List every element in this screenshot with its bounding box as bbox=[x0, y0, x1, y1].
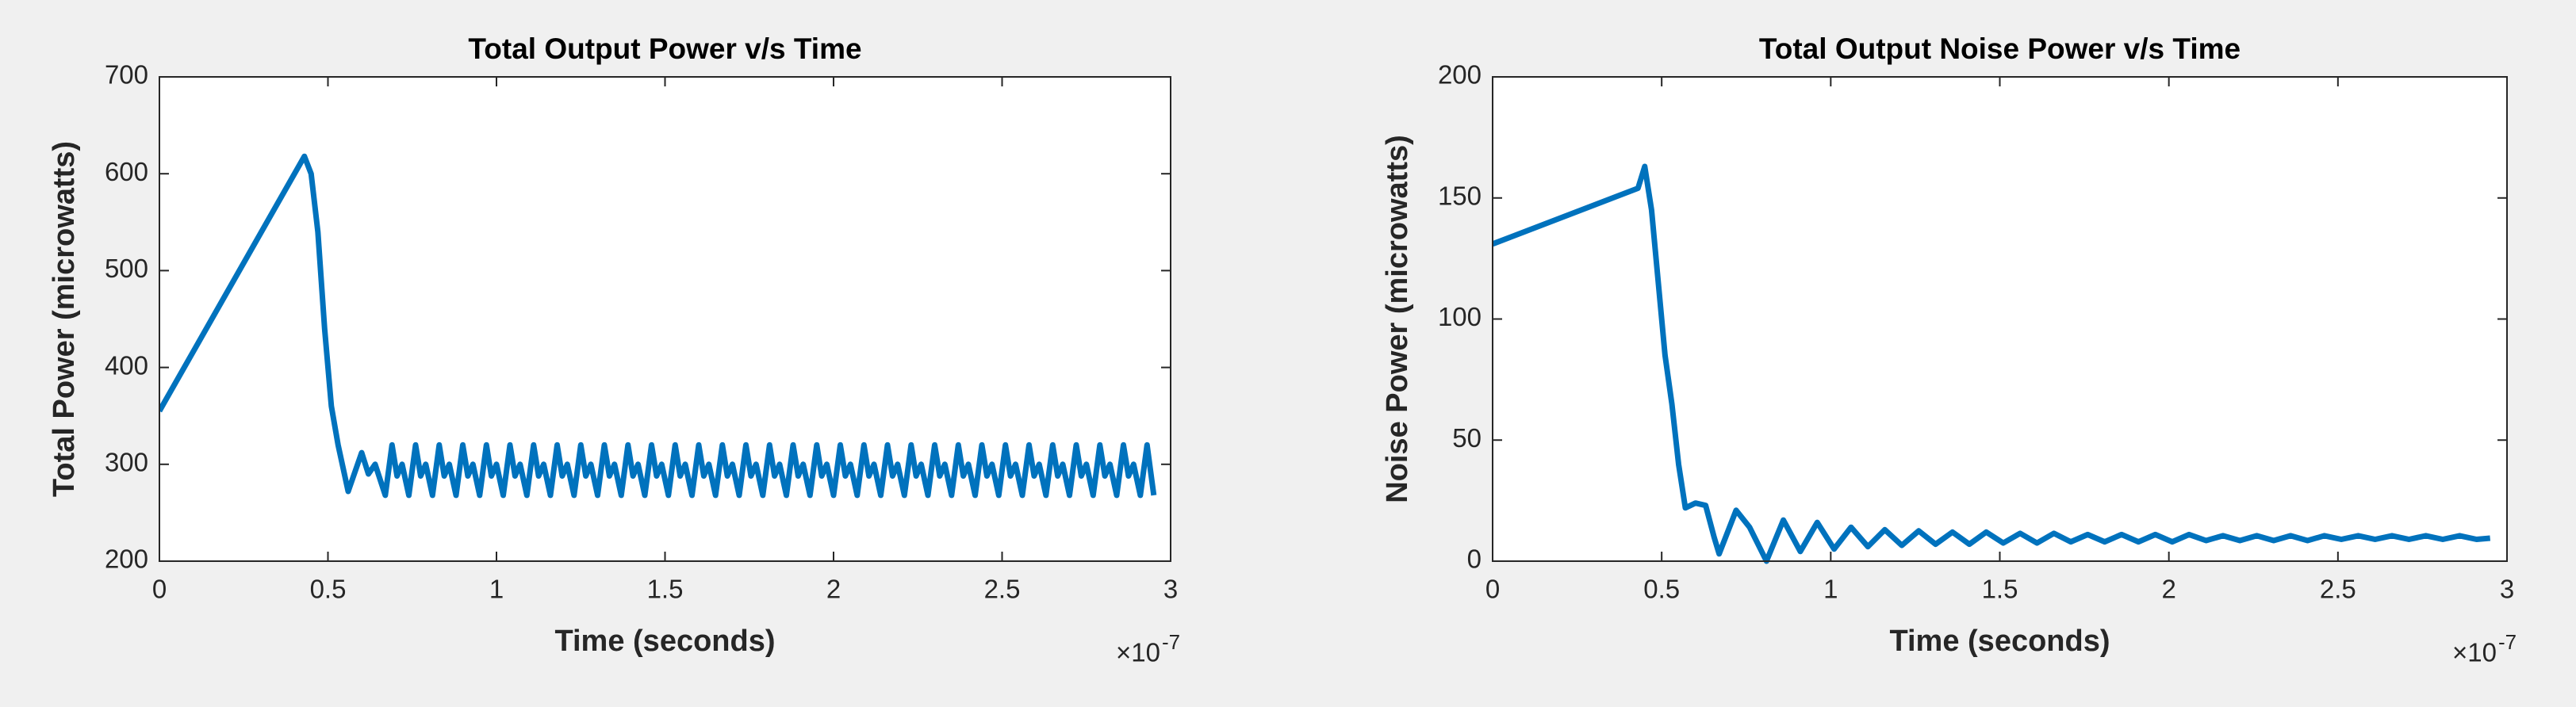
chart-title: Total Output Noise Power v/s Time bbox=[1759, 32, 2241, 65]
x-axis-label: Time (seconds) bbox=[1889, 625, 2110, 658]
y-tick-label: 0 bbox=[1467, 545, 1482, 574]
x-multiplier: ×10 bbox=[2452, 638, 2497, 667]
x-tick-label: 0.5 bbox=[310, 575, 347, 604]
y-tick-label: 700 bbox=[105, 60, 148, 90]
x-tick-label: 1 bbox=[489, 575, 504, 604]
y-tick-label: 200 bbox=[1438, 60, 1482, 90]
axes-box bbox=[1492, 76, 2508, 562]
x-tick-label: 1.5 bbox=[1982, 575, 2018, 604]
y-tick-label: 400 bbox=[105, 350, 148, 380]
x-tick-label: 2.5 bbox=[984, 575, 1021, 604]
y-tick-label: 50 bbox=[1452, 423, 1482, 453]
line bbox=[1493, 163, 2491, 564]
y-tick-label: 500 bbox=[105, 254, 148, 283]
plot bbox=[159, 153, 1157, 499]
y-tick-label: 150 bbox=[1438, 181, 1482, 210]
line bbox=[159, 153, 1157, 499]
y-tick-label: 200 bbox=[105, 545, 148, 574]
x-tick-label: 0.5 bbox=[1643, 575, 1680, 604]
x-tick-label: 2.5 bbox=[2320, 575, 2356, 604]
y-tick-label: 100 bbox=[1438, 302, 1482, 331]
x-tick-label: 2 bbox=[826, 575, 841, 604]
y-tick-label: 600 bbox=[105, 157, 148, 186]
x-tick-label: 0 bbox=[1485, 575, 1500, 604]
x-multiplier: ×10 bbox=[1116, 638, 1160, 667]
x-exponent: -7 bbox=[2498, 630, 2517, 654]
x-tick-label: 3 bbox=[1163, 575, 1178, 604]
chart-title: Total Output Power v/s Time bbox=[468, 32, 861, 65]
plot-area bbox=[1493, 77, 2507, 561]
x-tick-label: 1 bbox=[1823, 575, 1838, 604]
y-axis-label: Total Power (microwatts) bbox=[48, 141, 81, 497]
x-tick-label: 0 bbox=[152, 575, 167, 604]
y-axis-label: Noise Power (microwatts) bbox=[1381, 135, 1414, 503]
x-exponent: -7 bbox=[1162, 630, 1180, 654]
y-tick-label: 300 bbox=[105, 448, 148, 477]
plot bbox=[1493, 163, 2491, 564]
x-axis-label: Time (seconds) bbox=[554, 625, 775, 658]
axes-box bbox=[159, 76, 1171, 562]
x-tick-label: 3 bbox=[2500, 575, 2514, 604]
x-tick-label: 2 bbox=[2161, 575, 2175, 604]
x-tick-label: 1.5 bbox=[647, 575, 684, 604]
